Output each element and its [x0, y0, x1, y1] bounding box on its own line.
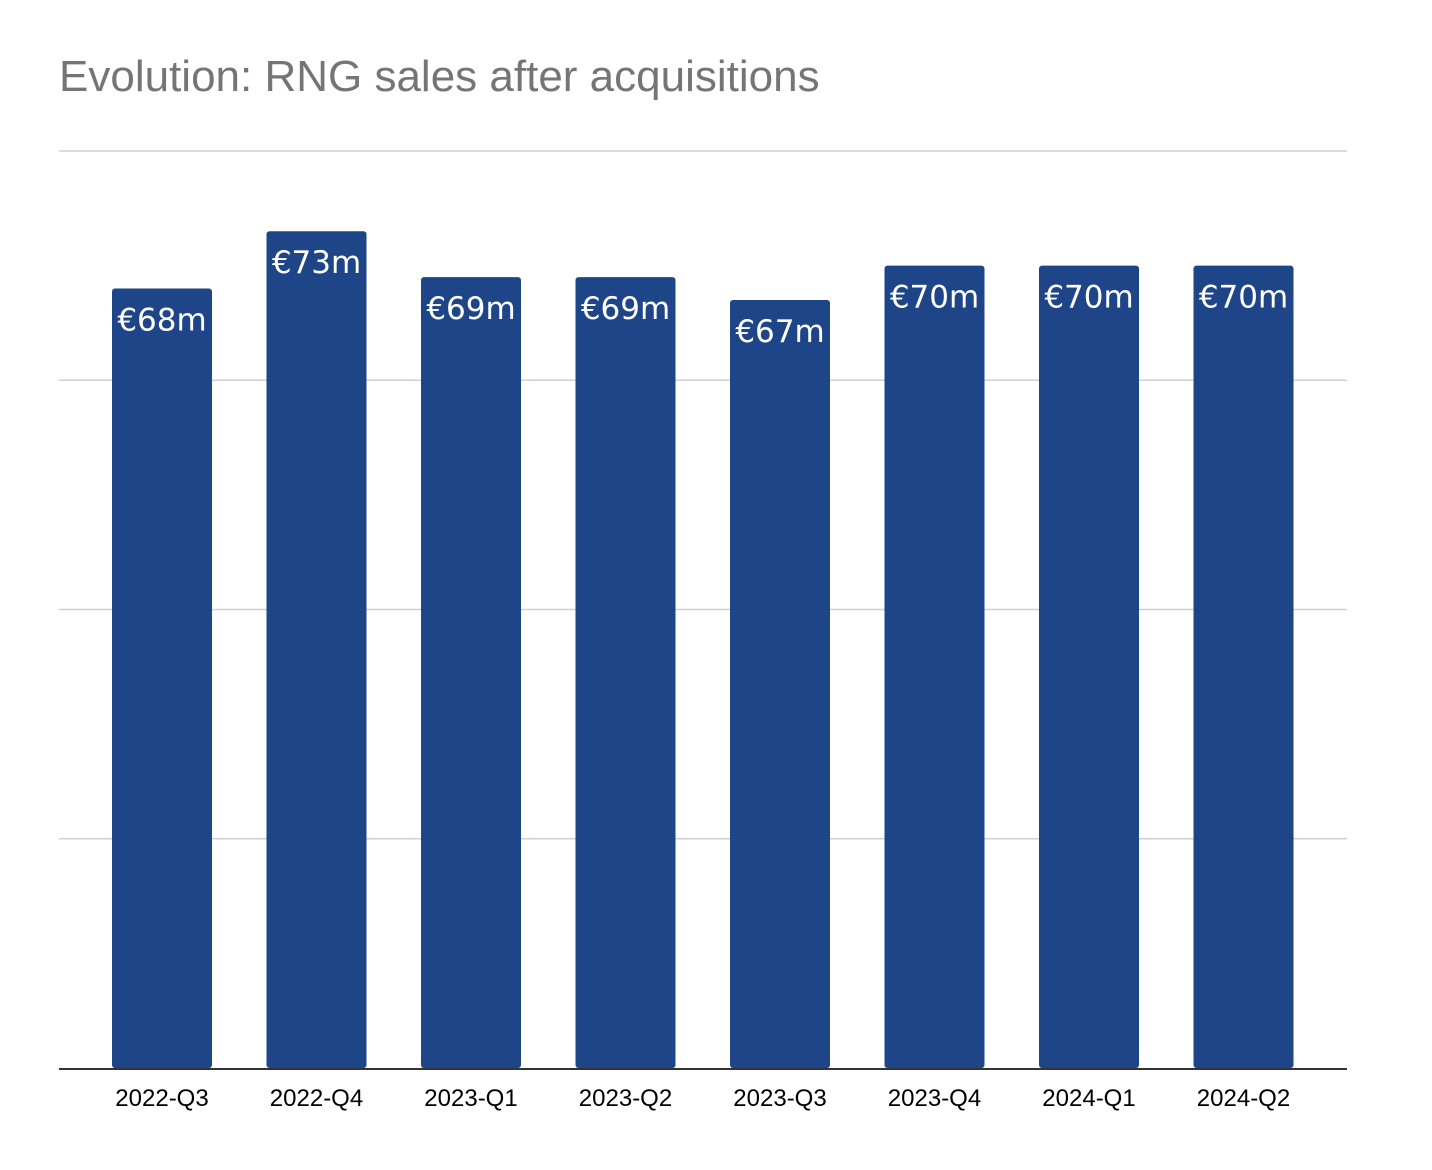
bar [266, 231, 367, 1069]
x-tick-label: 2023-Q4 [888, 1085, 981, 1112]
bar-data-label: €67m [735, 314, 824, 350]
bar-data-label: €69m [426, 291, 515, 327]
x-tick-label: 2024-Q1 [1042, 1085, 1135, 1112]
x-axis-tick-labels: 2022-Q3 2022-Q4 2023-Q1 2023-Q2 2023-Q3 2023-… [115, 1085, 1290, 1112]
bar [1039, 265, 1139, 1068]
bar-data-label: €69m [581, 291, 670, 327]
x-tick-label: 2023-Q2 [579, 1085, 672, 1112]
x-tick-label: 2022-Q3 [115, 1085, 208, 1112]
bar-data-label: €70m [1199, 280, 1288, 316]
bar-data-label: €70m [890, 280, 979, 316]
bar [575, 277, 676, 1068]
x-tick-label: 2023-Q1 [424, 1085, 517, 1112]
x-tick-label: 2022-Q4 [270, 1085, 363, 1112]
bar-data-labels: €68m €73m €69m €69m €67m €70m €70m €70m [117, 245, 1288, 350]
x-tick-label: 2023-Q3 [733, 1085, 826, 1112]
bar [884, 265, 985, 1068]
bar [421, 277, 521, 1068]
bar-data-label: €73m [272, 245, 361, 281]
bar [730, 300, 830, 1068]
bars [112, 231, 1294, 1069]
bar-data-label: €70m [1044, 280, 1133, 316]
gridlines [59, 150, 1347, 840]
bar [1193, 265, 1294, 1068]
bar [112, 288, 212, 1068]
bar-data-label: €68m [117, 303, 206, 339]
x-tick-label: 2024-Q2 [1197, 1085, 1290, 1112]
chart-title: Evolution: RNG sales after acquisitions [59, 52, 820, 101]
